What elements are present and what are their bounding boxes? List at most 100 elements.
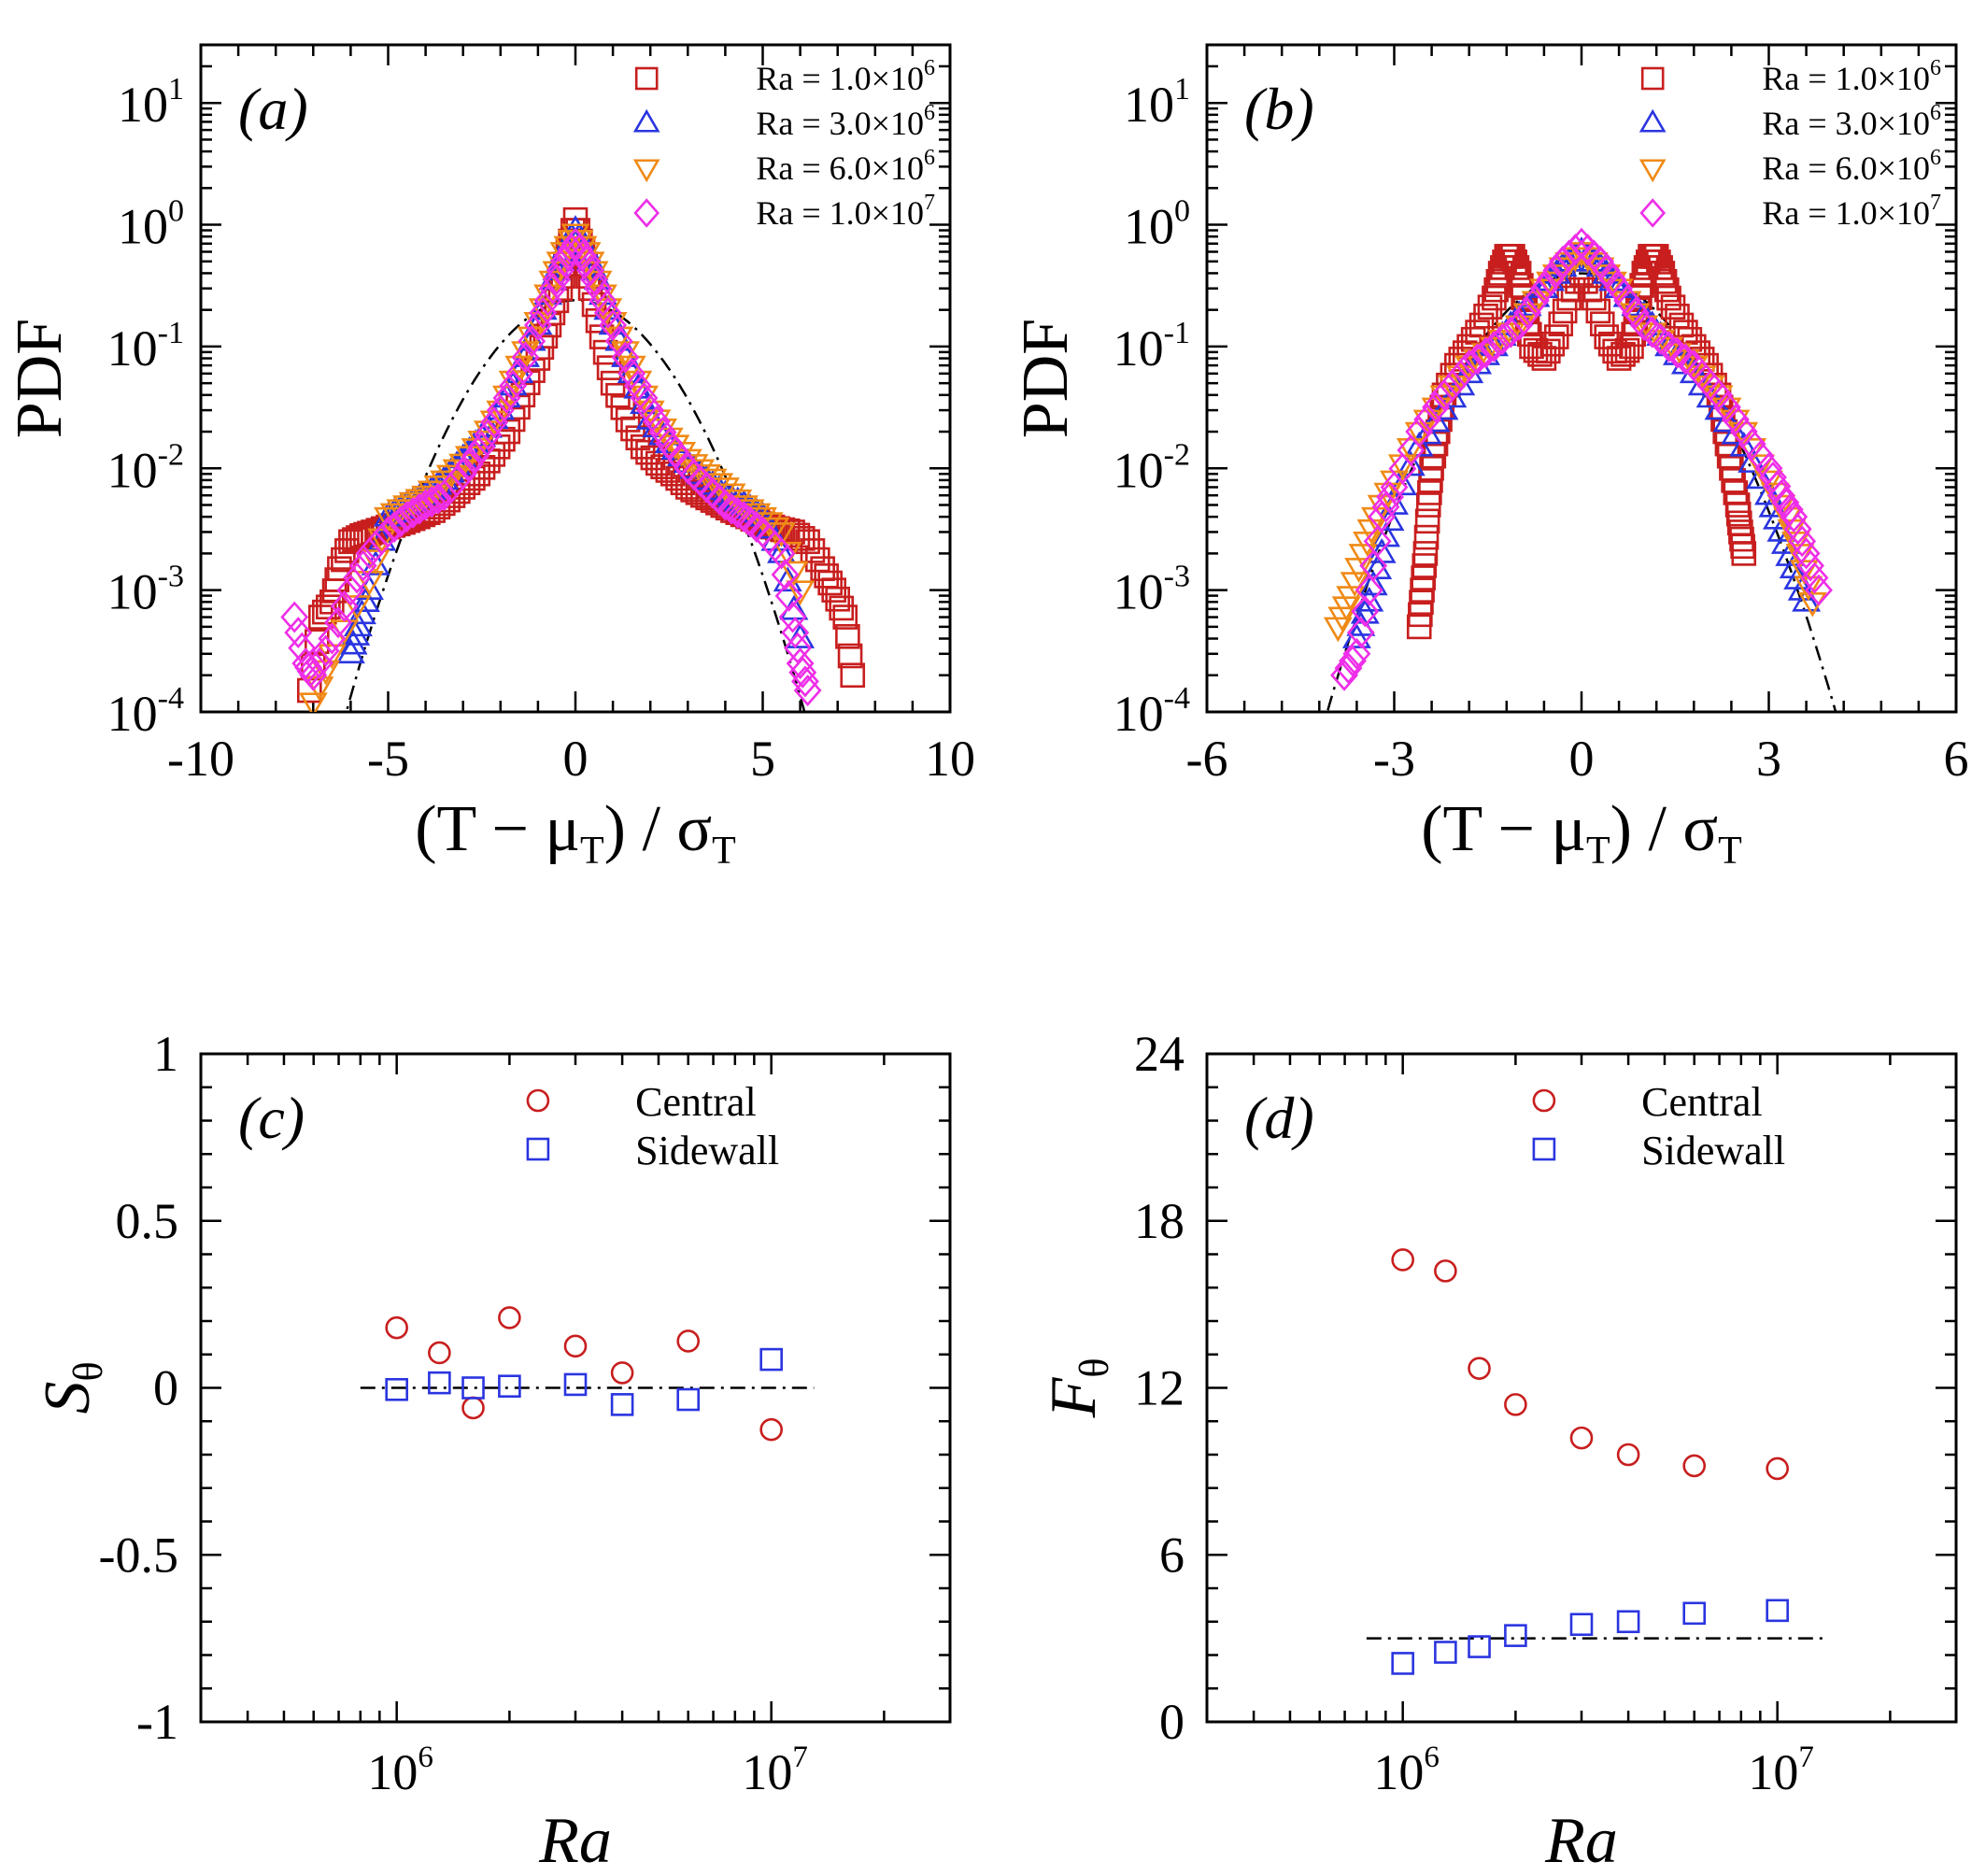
legend-label: Ra = 3.0×106 bbox=[756, 101, 935, 142]
data-point bbox=[1671, 343, 1700, 376]
legend-label: Ra = 6.0×106 bbox=[1762, 146, 1941, 187]
data-point bbox=[723, 496, 752, 529]
data-point bbox=[374, 506, 403, 533]
data-point bbox=[1766, 1457, 1789, 1481]
data-point bbox=[1339, 645, 1367, 677]
data-point bbox=[829, 595, 855, 621]
data-point bbox=[1334, 652, 1363, 685]
data-point bbox=[1543, 324, 1569, 349]
data-point bbox=[1355, 574, 1383, 606]
data-point bbox=[492, 382, 521, 414]
y-tick-label: 0 bbox=[1159, 1694, 1185, 1750]
y-tick-label: 18 bbox=[1134, 1193, 1185, 1249]
y-axis-title: Sθ bbox=[32, 1361, 111, 1414]
data-point bbox=[821, 577, 846, 603]
data-point bbox=[448, 458, 477, 490]
y-tick-label: 10-4 bbox=[107, 681, 184, 742]
plot-frame bbox=[1205, 1052, 1958, 1724]
data-point bbox=[584, 272, 612, 305]
x-tick-label: 107 bbox=[1748, 1741, 1814, 1800]
data-point bbox=[1468, 1357, 1491, 1380]
x-axis-title: (T − μT) / σT bbox=[415, 793, 736, 873]
data-point bbox=[717, 492, 746, 525]
data-point bbox=[1792, 586, 1822, 612]
x-axis-title: Ra bbox=[538, 1805, 612, 1876]
y-tick-label: -1 bbox=[136, 1694, 178, 1750]
data-point bbox=[1665, 304, 1690, 329]
y-tick-label: 101 bbox=[118, 72, 184, 133]
data-point bbox=[1602, 338, 1627, 364]
x-tick-label: 3 bbox=[1756, 731, 1781, 787]
data-point bbox=[1412, 541, 1439, 566]
y-axis-title: Fθ bbox=[1038, 1358, 1117, 1419]
data-point bbox=[832, 604, 858, 630]
data-point bbox=[1704, 394, 1734, 420]
data-point bbox=[817, 570, 843, 596]
data-point bbox=[1712, 406, 1742, 433]
series-ra-3-0-10-6 bbox=[335, 215, 816, 664]
panel-label: (c) bbox=[238, 1085, 305, 1151]
x-tick-label: 10 bbox=[925, 731, 975, 787]
x-tick-label: 106 bbox=[1373, 1741, 1440, 1800]
data-point bbox=[386, 499, 416, 525]
data-point bbox=[1358, 570, 1388, 596]
y-axis: -1 -0.5 0 0.5 1 bbox=[99, 1026, 950, 1750]
data-point bbox=[424, 482, 452, 515]
data-point bbox=[1504, 1393, 1527, 1416]
data-point bbox=[767, 537, 796, 570]
data-point bbox=[1721, 403, 1750, 435]
data-point bbox=[1682, 1454, 1707, 1478]
data-point bbox=[1729, 526, 1754, 552]
data-point bbox=[404, 492, 433, 525]
data-point bbox=[1471, 336, 1500, 369]
data-point bbox=[385, 1315, 408, 1340]
data-point bbox=[392, 501, 421, 533]
data-point bbox=[778, 601, 807, 633]
data-point bbox=[599, 308, 628, 341]
data-point bbox=[546, 254, 575, 287]
data-point bbox=[1613, 284, 1641, 317]
legend-marker bbox=[526, 1137, 550, 1161]
data-point bbox=[299, 659, 328, 691]
data-point bbox=[1505, 308, 1534, 341]
data-point bbox=[648, 416, 677, 448]
data-point bbox=[1391, 1248, 1414, 1272]
data-point bbox=[1429, 394, 1459, 420]
data-point bbox=[1529, 272, 1558, 305]
data-point bbox=[1589, 311, 1615, 337]
data-point bbox=[467, 431, 496, 463]
data-point bbox=[1771, 486, 1800, 519]
data-point bbox=[1729, 416, 1758, 448]
data-point bbox=[1413, 524, 1440, 550]
data-point bbox=[774, 579, 803, 612]
data-point bbox=[1434, 1259, 1457, 1283]
data-point bbox=[1660, 294, 1686, 320]
data-point bbox=[1616, 1610, 1640, 1634]
data-point bbox=[736, 505, 765, 538]
data-point bbox=[1482, 285, 1507, 311]
data-point bbox=[759, 1347, 783, 1371]
y-tick-label: 12 bbox=[1134, 1360, 1185, 1416]
data-point bbox=[385, 1377, 408, 1401]
data-point bbox=[486, 394, 515, 427]
data-point bbox=[1556, 285, 1582, 311]
data-point bbox=[786, 647, 815, 680]
data-layer bbox=[1366, 1248, 1826, 1675]
data-point bbox=[367, 528, 397, 554]
data-point bbox=[617, 357, 646, 390]
series-ra-1-0-10-6 bbox=[1406, 244, 1757, 640]
data-point bbox=[1766, 1599, 1789, 1623]
data-point bbox=[1413, 403, 1442, 435]
data-point bbox=[529, 296, 558, 329]
data-point bbox=[1434, 1641, 1457, 1664]
x-tick-label: -5 bbox=[367, 731, 409, 787]
legend-label: Ra = 3.0×106 bbox=[1762, 101, 1941, 142]
data-point bbox=[348, 549, 377, 582]
legend-marker bbox=[632, 108, 660, 133]
data-point bbox=[1663, 343, 1692, 369]
panel-label: (d) bbox=[1244, 1085, 1314, 1151]
x-axis-title: Ra bbox=[1544, 1805, 1618, 1876]
data-point bbox=[580, 263, 608, 296]
